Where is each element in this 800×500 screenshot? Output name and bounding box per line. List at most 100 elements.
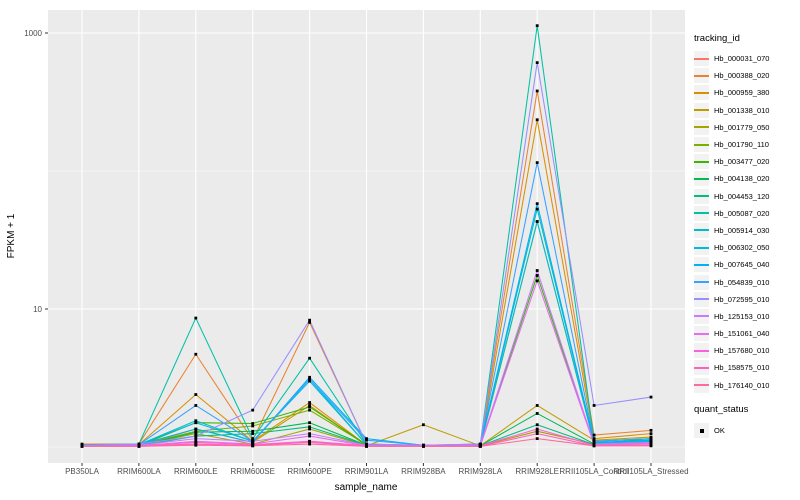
legend-key bbox=[694, 274, 709, 290]
x-tick-label: RRIM928LE bbox=[515, 467, 559, 476]
legend-item-Hb_001790_110: Hb_001790_110 bbox=[694, 136, 769, 153]
legend-key bbox=[694, 257, 709, 273]
legend-key bbox=[694, 291, 709, 307]
legend-item-label: Hb_007645_040 bbox=[714, 260, 770, 270]
legend-key bbox=[694, 240, 709, 256]
legend-item-label: Hb_001790_110 bbox=[714, 140, 769, 150]
series-color-swatch-icon bbox=[694, 177, 709, 180]
x-tick-label: RRIM600LE bbox=[174, 467, 218, 476]
legend-key bbox=[694, 423, 709, 439]
series-color-swatch-icon bbox=[694, 349, 709, 352]
legend-item-label: Hb_006302_050 bbox=[714, 243, 770, 253]
x-tick-label: RRIM928LA bbox=[459, 467, 503, 476]
x-tick-label: RRIM600PE bbox=[287, 467, 331, 476]
series-color-swatch-icon bbox=[694, 74, 709, 77]
legend-item-Hb_000031_070: Hb_000031_070 bbox=[694, 50, 769, 67]
legend-item-label: Hb_176140_010 bbox=[714, 380, 770, 390]
series-color-swatch-icon bbox=[694, 91, 709, 94]
legend-item-Hb_125153_010: Hb_125153_010 bbox=[694, 308, 769, 325]
y-tick-label: 1000 bbox=[24, 29, 42, 38]
series-color-swatch-icon bbox=[694, 298, 709, 301]
series-color-swatch-icon bbox=[694, 366, 709, 369]
x-tick-label: RRIM901LA bbox=[345, 467, 389, 476]
legend-item-label: Hb_000031_070 bbox=[714, 54, 770, 64]
legend-item-Hb_157680_010: Hb_157680_010 bbox=[694, 342, 769, 359]
legend-key bbox=[694, 205, 709, 221]
legend-item-Hb_158575_010: Hb_158575_010 bbox=[694, 359, 769, 376]
legend-item-Hb_006302_050: Hb_006302_050 bbox=[694, 239, 769, 256]
axis-ticks bbox=[45, 32, 652, 466]
legend-item-label: Hb_151061_040 bbox=[714, 329, 770, 339]
legend-key bbox=[694, 119, 709, 135]
x-tick-label: RRII105LA_Control bbox=[559, 467, 629, 476]
x-tick-label: RRIM600LA bbox=[117, 467, 161, 476]
legend-key bbox=[694, 137, 709, 153]
x-tick-labels: PB350LA RRIM600LA RRIM600LE RRIM600SE RRIM60… bbox=[65, 467, 688, 476]
series-color-swatch-icon bbox=[694, 212, 709, 215]
point-marker-icon bbox=[699, 428, 704, 433]
legend-key bbox=[694, 85, 709, 101]
gridlines bbox=[48, 10, 685, 463]
x-tick-label: PB350LA bbox=[65, 467, 99, 476]
legend-item-label: Hb_003477_020 bbox=[714, 157, 770, 167]
legend-item-label: Hb_072595_010 bbox=[714, 294, 770, 304]
legend-item-Hb_003477_020: Hb_003477_020 bbox=[694, 153, 769, 170]
legend-key bbox=[694, 377, 709, 393]
legend-item-label: Hb_005914_030 bbox=[714, 225, 770, 235]
legend-items: Hb_000031_070 Hb_000388_020 Hb_000959_380 H… bbox=[694, 50, 769, 394]
series-color-swatch-icon bbox=[694, 263, 709, 266]
series-color-swatch-icon bbox=[694, 384, 709, 387]
legend-key bbox=[694, 188, 709, 204]
series-color-swatch-icon bbox=[694, 229, 709, 232]
legend-key bbox=[694, 154, 709, 170]
y-axis-title: FPKM + 1 bbox=[6, 213, 17, 259]
legend-title-tracking-id: tracking_id bbox=[694, 33, 740, 44]
legend-key bbox=[694, 326, 709, 342]
legend-key bbox=[694, 51, 709, 67]
legend-title-quant-status: quant_status bbox=[694, 404, 749, 415]
legend-item-label: Hb_000388_020 bbox=[714, 71, 770, 81]
legend-key bbox=[694, 171, 709, 187]
legend-item-Hb_004138_020: Hb_004138_020 bbox=[694, 170, 769, 187]
legend-item-label: Hb_001338_010 bbox=[714, 105, 770, 115]
legend-item-Hb_001779_050: Hb_001779_050 bbox=[694, 119, 769, 136]
series-color-swatch-icon bbox=[694, 195, 709, 198]
x-axis-title: sample_name bbox=[334, 482, 398, 493]
series-color-swatch-icon bbox=[694, 109, 709, 112]
data-points bbox=[80, 24, 653, 448]
series-color-swatch-icon bbox=[694, 126, 709, 129]
legend-item-label: Hb_004138_020 bbox=[714, 174, 770, 184]
legend-key bbox=[694, 222, 709, 238]
legend-key bbox=[694, 360, 709, 376]
legend-item-Hb_005914_030: Hb_005914_030 bbox=[694, 222, 769, 239]
legend-item-label: Hb_000959_380 bbox=[714, 88, 770, 98]
legend-item-label: Hb_157680_010 bbox=[714, 346, 770, 356]
series-color-swatch-icon bbox=[694, 160, 709, 163]
legend-key bbox=[694, 102, 709, 118]
legend-item-Hb_176140_010: Hb_176140_010 bbox=[694, 377, 769, 394]
legend-item-label: OK bbox=[714, 426, 725, 436]
legend-item-label: Hb_158575_010 bbox=[714, 363, 770, 373]
series-color-swatch-icon bbox=[694, 281, 709, 284]
series-color-swatch-icon bbox=[694, 143, 709, 146]
legend-item-Hb_004453_120: Hb_004453_120 bbox=[694, 188, 769, 205]
legend-item-quant-ok: OK bbox=[694, 422, 725, 439]
legend-item-Hb_000388_020: Hb_000388_020 bbox=[694, 67, 769, 84]
x-tick-label: RRIM928BA bbox=[401, 467, 446, 476]
legend-item-Hb_000959_380: Hb_000959_380 bbox=[694, 84, 769, 101]
legend-item-label: Hb_004453_120 bbox=[714, 191, 770, 201]
legend-item-Hb_001338_010: Hb_001338_010 bbox=[694, 102, 769, 119]
legend-key bbox=[694, 343, 709, 359]
series-color-swatch-icon bbox=[694, 246, 709, 249]
legend-item-label: Hb_125153_010 bbox=[714, 311, 770, 321]
series-color-swatch-icon bbox=[694, 57, 709, 60]
legend: tracking_id Hb_000031_070 Hb_000388_020 Hb… bbox=[690, 0, 800, 500]
legend-item-label: Hb_005087_020 bbox=[714, 208, 770, 218]
x-tick-label: RRIM600SE bbox=[230, 467, 274, 476]
series-color-swatch-icon bbox=[694, 315, 709, 318]
legend-item-Hb_007645_040: Hb_007645_040 bbox=[694, 256, 769, 273]
x-tick-label: RRII105LA_Stressed bbox=[613, 467, 688, 476]
legend-key bbox=[694, 68, 709, 84]
